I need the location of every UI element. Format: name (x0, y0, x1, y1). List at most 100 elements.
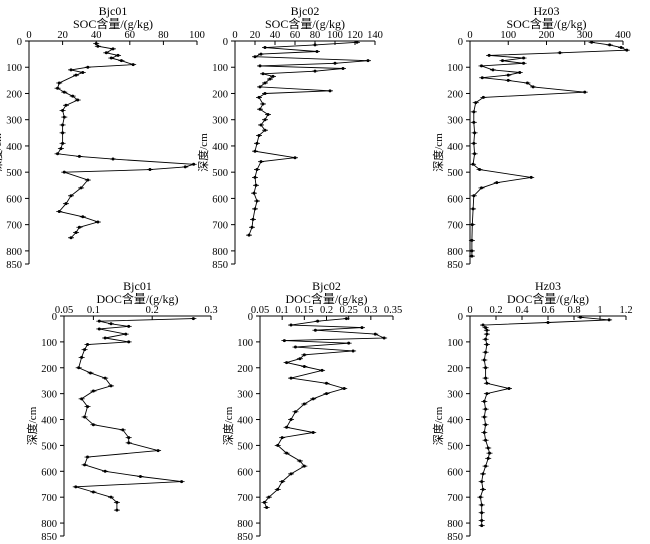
data-point (81, 70, 85, 74)
y-tick-label: 800 (237, 519, 253, 530)
y-tick-label: 850 (41, 532, 57, 543)
data-point (293, 410, 297, 414)
data-point (79, 186, 83, 190)
data-point (111, 47, 115, 51)
data-point (522, 56, 526, 60)
data-point (253, 175, 257, 179)
y-tick-label: 800 (6, 247, 22, 258)
data-point (484, 376, 488, 380)
data-point (127, 436, 131, 440)
data-point (285, 425, 289, 429)
y-tick-label: 100 (212, 63, 228, 74)
data-point (61, 131, 65, 135)
data-point (56, 152, 60, 156)
data-point (485, 381, 489, 385)
y-tick-label: 600 (41, 467, 57, 478)
data-point (252, 191, 256, 195)
data-point (341, 67, 345, 71)
chart-ylabel: 深度/cm (25, 406, 39, 445)
data-point (298, 357, 302, 361)
data-point (485, 332, 489, 336)
data-point (473, 131, 477, 135)
data-point (471, 207, 475, 211)
data-point (289, 376, 293, 380)
data-point (253, 207, 257, 211)
data-point (373, 332, 377, 336)
data-point (109, 384, 113, 388)
data-point (485, 392, 489, 396)
data-point (97, 319, 101, 323)
data-point (625, 48, 629, 52)
data-point (472, 194, 476, 198)
y-tick-label: 800 (41, 519, 57, 530)
y-tick-label: 600 (447, 467, 463, 478)
data-point (583, 90, 587, 94)
data-point (484, 407, 488, 411)
data-point (253, 55, 257, 59)
data-point (558, 51, 562, 55)
x-tick-label: 0 (232, 30, 237, 41)
data-point (355, 40, 359, 44)
data-point (484, 350, 488, 354)
y-tick-label: 100 (447, 338, 463, 349)
data-point (253, 149, 257, 153)
data-point (525, 81, 529, 85)
data-point (258, 64, 262, 68)
data-point (325, 381, 328, 385)
data-point (265, 506, 269, 510)
data-point (366, 59, 370, 63)
y-tick-label: 850 (447, 260, 463, 271)
y-tick-label: 200 (41, 364, 57, 375)
y-tick-label: 200 (237, 364, 253, 375)
data-point (191, 317, 195, 321)
data-point (119, 59, 123, 63)
data-point (262, 500, 266, 504)
data-point (480, 480, 484, 484)
data-point (271, 74, 275, 78)
y-tick-label: 850 (447, 532, 463, 543)
data-point (328, 89, 332, 93)
y-tick-label: 600 (6, 194, 22, 205)
data-point (484, 366, 488, 370)
data-point (351, 349, 355, 353)
y-tick-label: 700 (237, 493, 253, 504)
y-tick-label: 850 (212, 260, 228, 271)
data-point (109, 56, 113, 60)
data-point (479, 186, 483, 190)
data-point (257, 133, 261, 137)
data-point (484, 438, 488, 442)
data-point (487, 53, 491, 57)
data-point (480, 511, 484, 515)
data-point (480, 503, 484, 507)
data-point (607, 318, 611, 322)
data-point (470, 254, 474, 258)
data-point (104, 51, 108, 55)
chart-ylabel: 深度/cm (431, 133, 445, 172)
series-line (479, 316, 610, 526)
x-tick-label: 40 (270, 30, 281, 41)
data-point (315, 49, 319, 53)
y-tick-label: 400 (447, 142, 463, 153)
x-tick-label: 100 (327, 30, 343, 41)
x-tick-label: 0.6 (541, 305, 554, 316)
data-point (64, 202, 68, 206)
x-tick-label: 0.35 (384, 305, 402, 316)
data-point (529, 175, 533, 179)
data-point (470, 249, 474, 253)
data-point (484, 337, 488, 341)
data-point (103, 336, 107, 340)
data-point (109, 322, 113, 326)
data-point (127, 441, 131, 445)
x-tick-label: 0.3 (364, 305, 377, 316)
data-point (472, 120, 476, 124)
data-point (480, 524, 484, 528)
y-tick-label: 500 (447, 441, 463, 452)
x-tick-label: 0.1 (87, 305, 100, 316)
x-tick-label: 0.25 (339, 305, 357, 316)
data-point (268, 77, 272, 81)
data-point (88, 371, 92, 375)
data-point (302, 364, 306, 368)
